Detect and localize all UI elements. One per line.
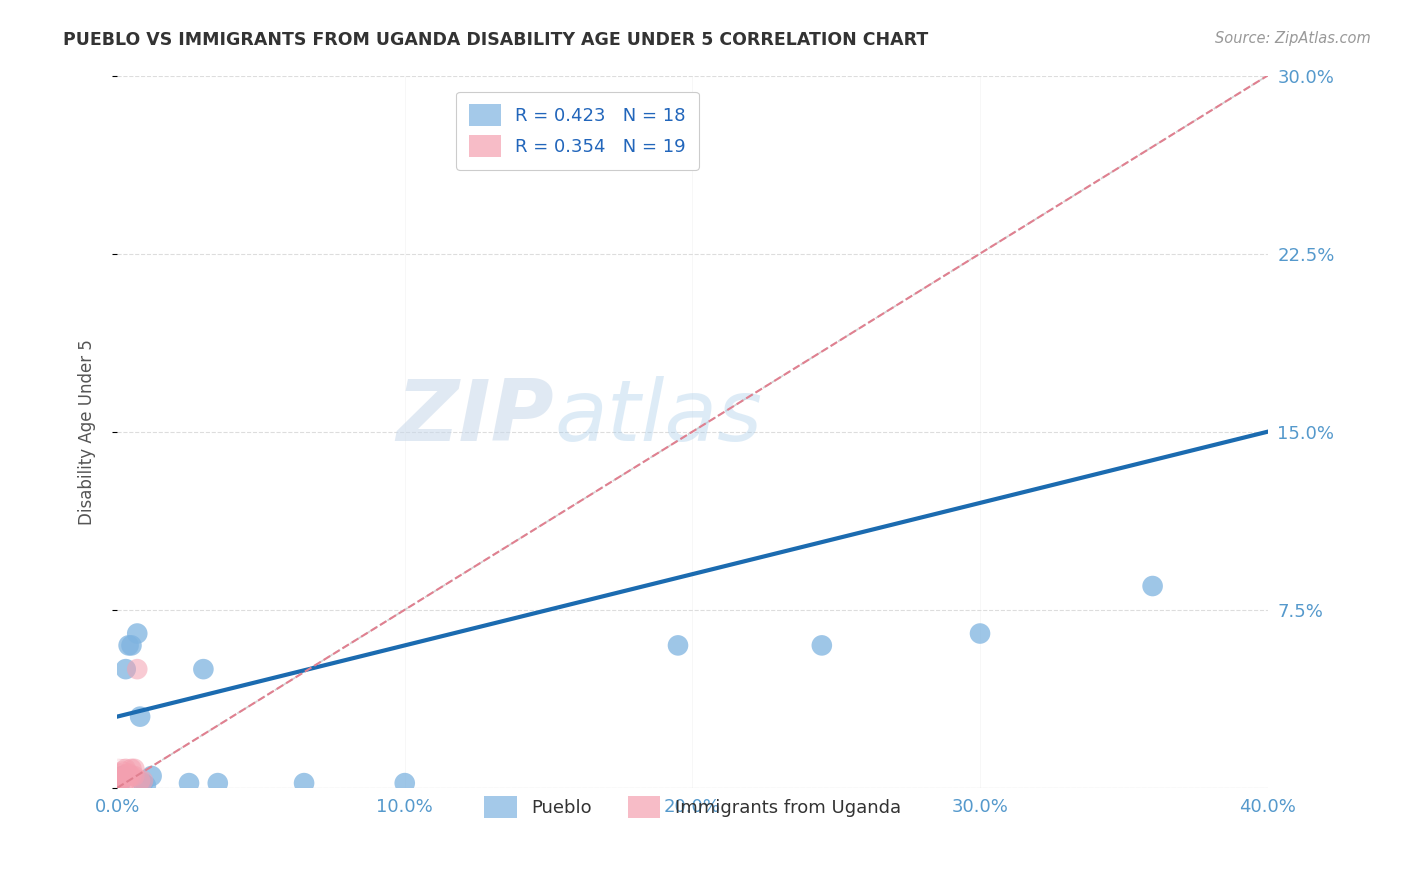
Point bbox=[969, 626, 991, 640]
Point bbox=[111, 769, 134, 783]
Point bbox=[117, 766, 139, 780]
Point bbox=[108, 762, 131, 776]
Point bbox=[111, 772, 134, 787]
Point bbox=[114, 762, 136, 776]
Text: atlas: atlas bbox=[554, 376, 762, 459]
Point bbox=[111, 772, 134, 786]
Point bbox=[141, 769, 163, 783]
Y-axis label: Disability Age Under 5: Disability Age Under 5 bbox=[79, 339, 96, 524]
Point bbox=[551, 140, 574, 154]
Point bbox=[117, 772, 139, 786]
Point bbox=[105, 773, 128, 788]
Point bbox=[111, 764, 134, 779]
Point bbox=[121, 769, 143, 783]
Point bbox=[129, 709, 152, 723]
Point bbox=[135, 779, 157, 793]
Point bbox=[124, 762, 146, 776]
Point bbox=[193, 662, 215, 676]
Point bbox=[108, 776, 131, 790]
Point bbox=[114, 662, 136, 676]
Point bbox=[666, 639, 689, 653]
Point bbox=[132, 776, 155, 790]
Point bbox=[111, 768, 134, 782]
Point bbox=[107, 779, 129, 793]
Point bbox=[108, 766, 131, 780]
Point bbox=[114, 773, 136, 788]
Point bbox=[117, 639, 139, 653]
Point bbox=[107, 770, 129, 784]
Point bbox=[114, 780, 136, 795]
Point bbox=[292, 776, 315, 790]
Point bbox=[207, 776, 229, 790]
Point bbox=[177, 776, 200, 790]
Point bbox=[127, 662, 149, 676]
Point bbox=[114, 769, 136, 783]
Point bbox=[394, 776, 416, 790]
Point bbox=[111, 763, 134, 777]
Point bbox=[127, 626, 149, 640]
Point bbox=[107, 775, 129, 789]
Point bbox=[112, 768, 135, 782]
Point bbox=[1142, 579, 1164, 593]
Point bbox=[124, 769, 146, 783]
Point bbox=[110, 767, 132, 781]
Point bbox=[121, 762, 143, 776]
Point bbox=[132, 773, 155, 788]
Point bbox=[108, 773, 131, 788]
Point bbox=[111, 769, 134, 783]
Point bbox=[108, 772, 131, 786]
Legend: Pueblo, Immigrants from Uganda: Pueblo, Immigrants from Uganda bbox=[477, 789, 908, 825]
Point bbox=[111, 769, 134, 783]
Point bbox=[121, 639, 143, 653]
Point bbox=[111, 771, 134, 785]
Point bbox=[811, 639, 834, 653]
Text: PUEBLO VS IMMIGRANTS FROM UGANDA DISABILITY AGE UNDER 5 CORRELATION CHART: PUEBLO VS IMMIGRANTS FROM UGANDA DISABIL… bbox=[63, 31, 928, 49]
Text: Source: ZipAtlas.com: Source: ZipAtlas.com bbox=[1215, 31, 1371, 46]
Text: ZIP: ZIP bbox=[396, 376, 554, 459]
Point bbox=[129, 773, 152, 788]
